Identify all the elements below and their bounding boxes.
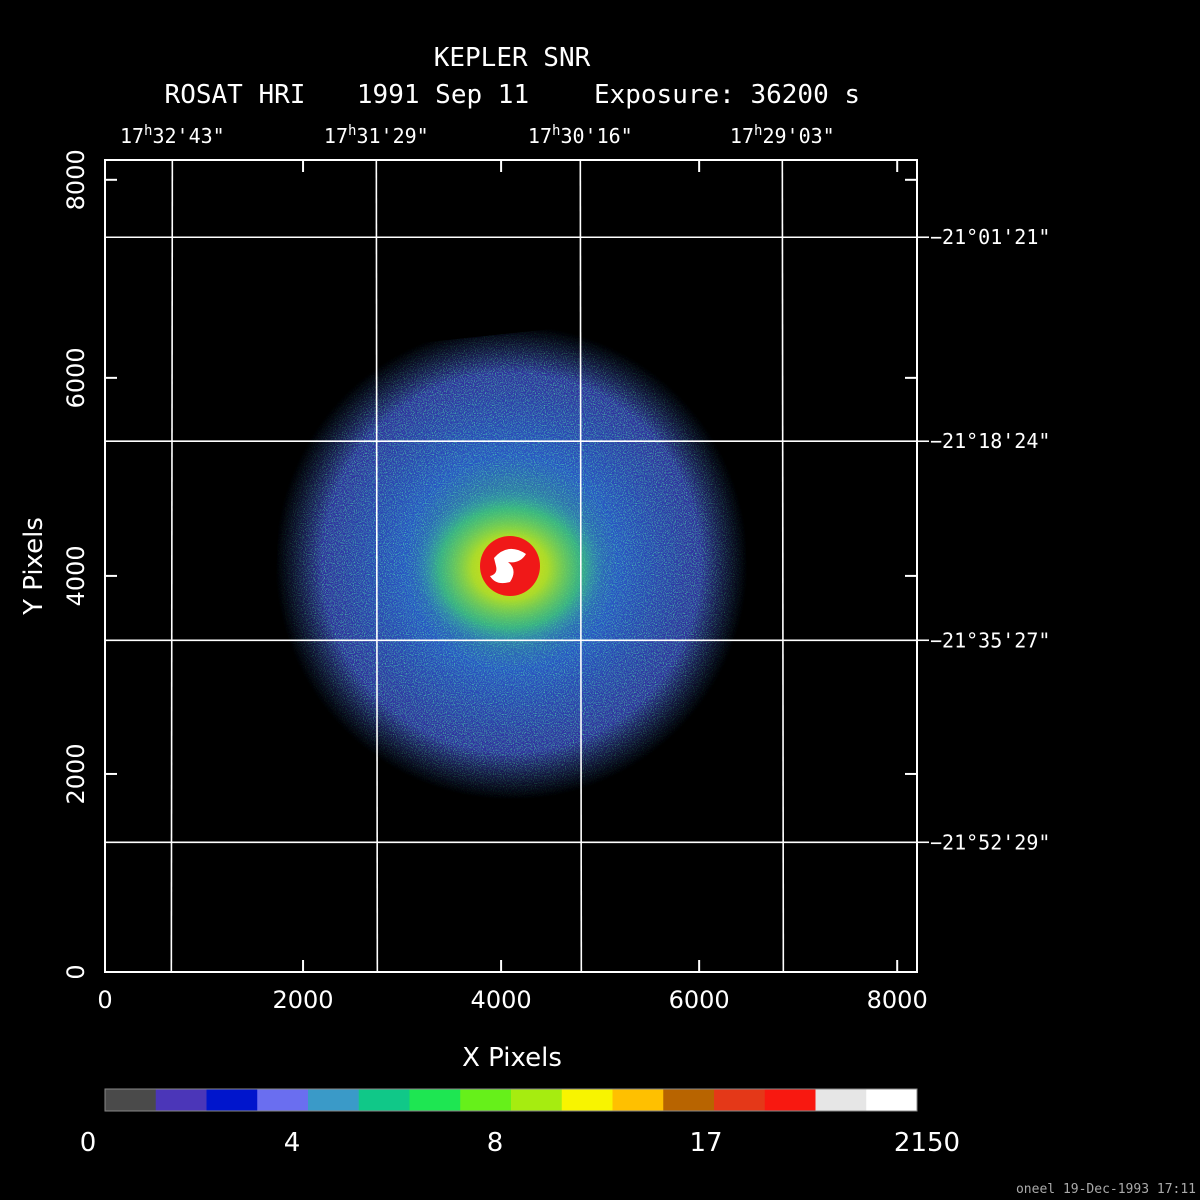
colorbar-segment [764, 1089, 816, 1111]
pixel-ticks: 0 2000 4000 6000 8000 0 2000 4000 6000 8000 [62, 149, 928, 1014]
y-tick-label: 8000 [62, 149, 90, 210]
coordinate-grid [105, 159, 929, 973]
colorbar-segment [866, 1089, 918, 1111]
x-tick-label: 8000 [867, 986, 928, 1014]
ra-grid-line [579, 159, 583, 973]
y-tick-label: 2000 [62, 743, 90, 804]
y-tick-label: 6000 [62, 347, 90, 408]
observation-date: 1991 Sep 11 [357, 80, 529, 110]
colorbar-segment [714, 1089, 766, 1111]
y-tick-label: 0 [62, 964, 90, 979]
colorbar-segment [663, 1089, 715, 1111]
colorbar-segment [409, 1089, 461, 1111]
y-tick-label: 4000 [62, 545, 90, 606]
dec-label: −21°01'21" [930, 225, 1050, 249]
colorbar-frame [104, 1088, 918, 1112]
dec-label: −21°18'24" [930, 429, 1050, 453]
ra-label: 17h29'03" [730, 123, 835, 148]
ra-grid-line [375, 159, 379, 973]
ra-label: 17h32'43" [120, 123, 225, 148]
colorbar-segment [105, 1089, 157, 1111]
colorbar-tick-label: 17 [689, 1128, 722, 1158]
ra-labels: 17h32'43" 17h31'29" 17h30'16" 17h29'03" [120, 123, 835, 148]
colorbar-segment [155, 1089, 207, 1111]
colorbar-labels: 0 4 8 17 2150 [80, 1128, 960, 1158]
colorbar-segment [257, 1089, 309, 1111]
colorbar-segment [561, 1089, 613, 1111]
ra-label: 17h30'16" [528, 123, 633, 148]
snr-core-saturated [490, 548, 526, 584]
y-axis-label: Y Pixels [19, 517, 49, 616]
colorbar-segment [308, 1089, 360, 1111]
dec-label: −21°52'29" [930, 830, 1050, 854]
dec-label: −21°35'27" [930, 628, 1050, 652]
xray-image [275, 325, 748, 800]
colorbar-tick-label: 8 [487, 1128, 504, 1158]
colorbar-segment [358, 1089, 410, 1111]
colorbar-segment [460, 1089, 512, 1111]
ra-label: 17h31'29" [324, 123, 429, 148]
exposure-label: Exposure: 36200 s [594, 80, 860, 110]
colorbar-segment [612, 1089, 664, 1111]
x-tick-label: 2000 [273, 986, 334, 1014]
dec-labels: −21°01'21" −21°18'24" −21°35'27" −21°52'29" [930, 225, 1050, 854]
colorbar-tick-label: 2150 [894, 1128, 960, 1158]
figure-title: KEPLER SNR [434, 43, 591, 73]
ra-grid-line [170, 159, 174, 973]
colorbar-segment [206, 1089, 258, 1111]
colorbar-segment [815, 1089, 867, 1111]
x-tick-label: 0 [97, 986, 112, 1014]
colorbar [104, 1088, 918, 1112]
x-tick-label: 6000 [669, 986, 730, 1014]
instrument-label: ROSAT HRI [165, 80, 306, 110]
colorbar-segment [511, 1089, 563, 1111]
colorbar-tick-label: 4 [284, 1128, 301, 1158]
x-tick-label: 4000 [471, 986, 532, 1014]
x-axis-label: X Pixels [462, 1043, 562, 1073]
colorbar-tick-label: 0 [80, 1128, 97, 1158]
credit-line: oneel 19-Dec-1993 17:11 [1016, 1182, 1196, 1197]
ra-grid-line [781, 159, 785, 973]
plot-frame [104, 159, 918, 973]
